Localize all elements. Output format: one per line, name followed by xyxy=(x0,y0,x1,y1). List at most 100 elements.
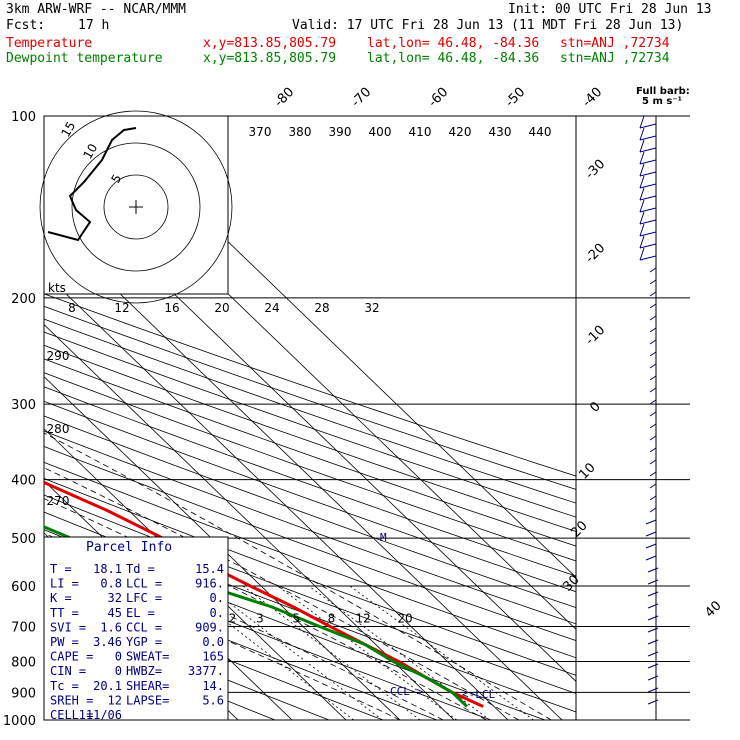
theta-label: 440 xyxy=(529,125,552,139)
wind-barb xyxy=(649,315,657,321)
parcel-row-label: LI = xyxy=(50,577,79,591)
parcel-row-label: T = xyxy=(50,562,72,576)
wind-barb xyxy=(649,327,657,333)
hodograph-unit: kts xyxy=(48,281,66,295)
wind-barb xyxy=(639,219,657,225)
isotherm-label: -80 xyxy=(272,85,298,111)
hodograph-ring-label: 15 xyxy=(58,119,78,139)
dry-adiabat xyxy=(44,461,576,659)
speed-label: 16 xyxy=(164,301,179,315)
theta-label: 280 xyxy=(47,422,70,436)
pressure-label: 200 xyxy=(11,292,36,307)
parcel-row-label: LFC = xyxy=(126,591,162,605)
parcel-row-label: CCL = xyxy=(126,620,162,634)
isotherm xyxy=(44,271,509,720)
hodograph-ring xyxy=(39,110,233,304)
parcel-row-label: SWEAT= xyxy=(126,650,169,664)
isotherm-label: -20 xyxy=(583,241,609,267)
wind-key-label: Full barb: xyxy=(636,86,690,97)
wind-barb xyxy=(649,399,657,405)
wind-barb xyxy=(645,519,657,525)
wind-barb xyxy=(647,627,659,633)
mixing-ratio-label: 20 xyxy=(397,611,412,625)
wind-barb xyxy=(647,699,659,705)
theta-label: 390 xyxy=(329,125,352,139)
parcel-row-value: 1.6 xyxy=(100,620,122,634)
dewpoint-profile xyxy=(44,525,469,708)
parcel-row-value: 0 xyxy=(115,650,122,664)
wind-barb xyxy=(649,351,657,357)
isotherm-label: 20 xyxy=(568,518,590,540)
parcel-row-value: 5.6 xyxy=(202,693,224,707)
parcel-row-value: 111/06 xyxy=(79,708,122,722)
dry-adiabat xyxy=(44,430,576,625)
dewpoint-xy: x,y=813.85,805.79 xyxy=(203,51,337,66)
mixing-ratio-label: 8 xyxy=(328,611,336,625)
wind-barb xyxy=(645,543,657,549)
wind-barb xyxy=(647,615,659,621)
mixing-ratio-label: 5 xyxy=(292,611,300,625)
parcel-row-value: 20.1 xyxy=(93,679,122,693)
wind-barb xyxy=(639,151,645,165)
parcel-row-value: 909. xyxy=(195,620,224,634)
temperature-legend: Temperature xyxy=(6,36,93,51)
forecast-label: Fcst: xyxy=(6,18,46,33)
parcel-row-label: PW = xyxy=(50,635,79,649)
wind-barb xyxy=(639,243,657,249)
parcel-row-value: 14. xyxy=(202,679,224,693)
wind-barb xyxy=(639,139,645,153)
mixing-ratio-label: 3 xyxy=(256,611,264,625)
wind-barb xyxy=(649,423,657,429)
wind-barb xyxy=(647,675,659,681)
isotherm xyxy=(44,324,455,720)
parcel-row-value: 15.4 xyxy=(195,562,224,576)
parcel-row-label: K = xyxy=(50,591,72,605)
hodograph-trace xyxy=(47,127,137,242)
wind-barb xyxy=(645,531,657,537)
parcel-row-label: SHEAR= xyxy=(126,679,169,693)
isotherm xyxy=(44,376,401,720)
plot-frame xyxy=(43,115,577,721)
mixing-ratio-line xyxy=(277,585,458,720)
parcel-row-label: LAPSE= xyxy=(126,693,169,707)
parcel-row-value: 3377. xyxy=(188,664,224,678)
pressure-label: 800 xyxy=(11,655,36,670)
parcel-row-value: 18.1 xyxy=(93,562,122,576)
wind-barb xyxy=(649,291,657,297)
lcl-marker: <-LCL xyxy=(462,688,495,701)
isotherm xyxy=(44,428,347,720)
hodograph-ring xyxy=(103,174,169,240)
wind-barb xyxy=(649,375,657,381)
wind-barb xyxy=(649,339,657,345)
wind-barb xyxy=(639,127,645,141)
parcel-row-label: TT = xyxy=(50,606,79,620)
isotherm-label: -60 xyxy=(426,85,452,111)
wind-barb xyxy=(639,123,657,129)
pressure-label: 1000 xyxy=(3,714,36,729)
pressure-label: 900 xyxy=(11,686,36,701)
parcel-row-value: 916. xyxy=(195,577,224,591)
theta-label: 400 xyxy=(369,125,392,139)
parcel-row-label: CAPE = xyxy=(50,650,93,664)
wind-barb xyxy=(639,255,657,261)
dry-adiabat xyxy=(44,584,384,720)
wind-barb xyxy=(639,235,645,249)
hodograph-ring xyxy=(71,142,201,272)
wind-barb xyxy=(649,411,657,417)
wind-barb xyxy=(639,175,645,189)
wind-barb xyxy=(639,195,657,201)
isotherm-label: 40 xyxy=(702,598,724,620)
wind-barb xyxy=(647,687,659,693)
isotherm-label: -10 xyxy=(583,323,609,349)
wind-barb xyxy=(639,163,645,177)
theta-label: 270 xyxy=(47,494,70,508)
dry-adiabat xyxy=(44,344,576,532)
speed-label: 32 xyxy=(364,301,379,315)
theta-label: 370 xyxy=(249,125,272,139)
mlcl-marker: M xyxy=(380,531,387,544)
parcel-row-label: EL = xyxy=(126,606,155,620)
wind-barb xyxy=(649,483,657,489)
wind-barb xyxy=(649,435,657,441)
dry-adiabat xyxy=(44,318,576,504)
